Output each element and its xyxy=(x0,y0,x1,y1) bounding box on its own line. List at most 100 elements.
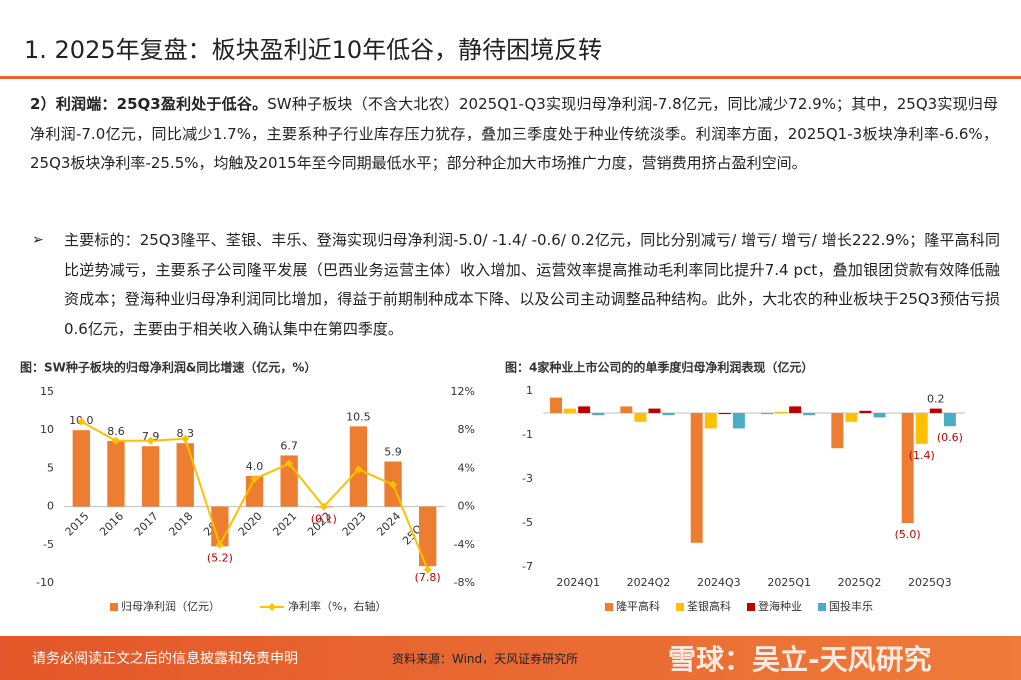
y-tick-label: 10 xyxy=(40,423,54,436)
legend-swatch xyxy=(818,603,826,611)
y-tick-label: 1 xyxy=(526,384,533,397)
x-tick-label: 2024Q3 xyxy=(697,576,741,589)
chart: 图：SW种子板块的归母净利润&同比增速（亿元，%） 15 10 5 0 -5 -10 12% 8… xyxy=(20,360,475,614)
bar xyxy=(775,411,788,413)
bar xyxy=(176,443,194,507)
bar xyxy=(831,413,844,449)
header-rule xyxy=(0,76,1021,79)
y-tick-label: -7 xyxy=(522,560,533,573)
x-tick-label: 2021 xyxy=(270,510,299,539)
watermark: 雪球：吴立-天风研究 xyxy=(668,643,932,676)
line-marker xyxy=(354,465,363,474)
bar xyxy=(419,506,437,567)
bar xyxy=(718,413,731,415)
data-label: 0.2 xyxy=(927,393,945,406)
y-tick-label: -10 xyxy=(36,576,54,589)
x-tick-label: 2020 xyxy=(236,510,265,539)
line-marker xyxy=(319,502,328,511)
legend-label: 荃银高科 xyxy=(687,599,731,613)
bar xyxy=(845,413,858,422)
source: 资料来源：Wind，天风证券研究所 xyxy=(392,652,579,666)
bullet-icon: ➢ xyxy=(32,232,44,248)
legend-label: 国投丰乐 xyxy=(829,599,873,613)
line-marker xyxy=(146,436,155,445)
x-tick-label: 2025Q3 xyxy=(908,576,952,589)
legend-label: 登海种业 xyxy=(758,599,802,613)
bar xyxy=(690,413,703,543)
y-tick-label: -8% xyxy=(454,576,475,589)
footer: 请务必阅读正文之后的信息披露和免责申明 资料来源：Wind，天风证券研究所 雪球… xyxy=(0,636,1021,680)
x-tick-label: 2023 xyxy=(340,510,369,539)
legend-label: 归母净利润（亿元） xyxy=(121,599,220,613)
x-tick-label: 2025Q1 xyxy=(767,576,811,589)
x-tick-label: 2024Q1 xyxy=(556,576,600,589)
bar xyxy=(901,413,914,523)
legend-swatch xyxy=(605,603,613,611)
bar xyxy=(141,446,160,507)
data-label: 4.0 xyxy=(246,460,264,473)
legend-label: 净利率（%，右轴） xyxy=(288,599,386,613)
bar xyxy=(245,476,264,507)
line-marker xyxy=(285,459,294,468)
x-tick-label: 2024Q2 xyxy=(627,576,671,589)
y-tick-label: 4% xyxy=(458,461,475,474)
bar xyxy=(564,408,577,413)
line-marker xyxy=(423,565,432,574)
line-marker xyxy=(111,436,120,445)
x-tick-label: 2024 xyxy=(374,510,403,539)
y-tick-label: 0 xyxy=(47,500,54,513)
bar xyxy=(789,406,802,413)
y-tick-label: -5 xyxy=(43,538,54,551)
bar xyxy=(704,413,717,429)
paragraph: 2）利润端：25Q3盈利处于低谷。SW种子板块（不含大北农）2025Q1-Q3实… xyxy=(30,90,998,179)
y-tick-label: 0% xyxy=(458,500,475,513)
paragraph-text: SW种子板块（不含大北农）2025Q1-Q3实现归母净利润-7.8亿元，同比减少… xyxy=(30,95,998,172)
bar xyxy=(72,430,90,507)
x-tick-label: 2025Q2 xyxy=(838,576,882,589)
x-tick-label: 2018 xyxy=(166,510,195,539)
line-marker xyxy=(250,474,259,483)
legend-swatch xyxy=(747,603,755,611)
legend-swatch xyxy=(676,603,684,611)
bar xyxy=(943,413,956,427)
x-tick-label: 2015 xyxy=(63,510,92,539)
y-tick-label: 12% xyxy=(451,385,475,398)
chart-title: 图：SW种子板块的归母净利润&同比增速（亿元，%） xyxy=(20,360,316,375)
paragraph-lead: 2）利润端：25Q3盈利处于低谷。 xyxy=(30,95,268,113)
data-label: 5.9 xyxy=(384,446,402,459)
data-label: 8.6 xyxy=(107,425,125,438)
bar xyxy=(732,413,745,429)
y-tick-label: 5 xyxy=(47,461,54,474)
bullet-text: 主要标的：25Q3隆平、荃银、丰乐、登海实现归母净利润-5.0/ -1.4/ -… xyxy=(64,231,1000,338)
x-tick-label: 2017 xyxy=(132,510,161,539)
bar xyxy=(634,413,647,422)
bar xyxy=(915,413,928,444)
data-label: (5.0) xyxy=(895,528,921,541)
data-label: 6.7 xyxy=(280,439,298,452)
bar xyxy=(662,413,675,416)
bar xyxy=(578,406,591,413)
data-label: (7.8) xyxy=(415,571,441,584)
bar xyxy=(620,406,633,413)
data-label: (0.6) xyxy=(937,431,963,444)
bar xyxy=(648,408,661,413)
header-title: 1. 2025年复盘：板块盈利近10年低谷，静待困境反转 xyxy=(24,36,603,64)
disclaimer: 请务必阅读正文之后的信息披露和免责申明 xyxy=(32,651,298,667)
data-label: 10.5 xyxy=(346,410,371,423)
y-tick-label: -3 xyxy=(522,472,533,485)
legend-label: 隆平高科 xyxy=(616,599,660,613)
bar xyxy=(592,413,605,416)
bar xyxy=(859,410,872,413)
data-label: (1.4) xyxy=(909,449,935,462)
data-label: (0.1) xyxy=(311,512,337,525)
legend-swatch xyxy=(268,603,276,611)
bar xyxy=(873,413,886,418)
line-marker xyxy=(389,480,398,489)
x-tick-label: 2016 xyxy=(97,510,126,539)
bar xyxy=(929,408,942,413)
line-marker xyxy=(181,434,190,443)
line-marker xyxy=(77,417,86,426)
y-tick-label: -1 xyxy=(522,428,533,441)
y-tick-label: 8% xyxy=(458,423,475,436)
